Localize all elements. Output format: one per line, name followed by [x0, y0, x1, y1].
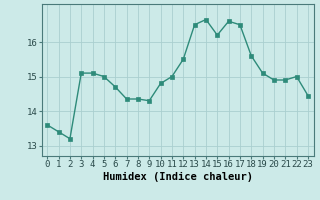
X-axis label: Humidex (Indice chaleur): Humidex (Indice chaleur)	[103, 172, 252, 182]
